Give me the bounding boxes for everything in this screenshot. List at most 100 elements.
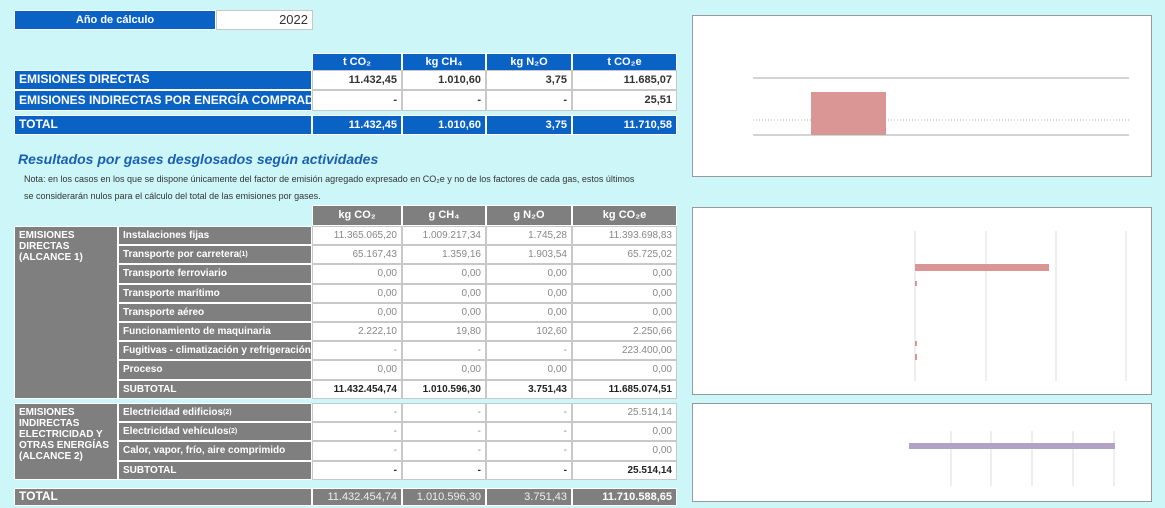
value-cell: 19,80 — [402, 322, 486, 342]
bar — [915, 341, 917, 346]
row-label: TOTAL — [14, 115, 312, 135]
bar — [909, 443, 1115, 449]
column-header: g N₂O — [486, 205, 572, 226]
value-cell: - — [402, 341, 486, 361]
column-header: kg CH₄ — [402, 53, 486, 71]
value-cell: 3,75 — [486, 115, 572, 135]
value-cell: 0,00 — [486, 302, 572, 322]
chart — [753, 77, 1129, 136]
value-cell: 0,00 — [572, 422, 677, 442]
year-label: Año de cálculo — [14, 10, 216, 30]
value-cell: - — [312, 441, 402, 461]
total-cell: 11.432.454,74 — [312, 488, 402, 506]
footnote-mark: (2) — [228, 427, 238, 435]
chart-panel — [692, 403, 1152, 502]
value-cell: 25.514,14 — [572, 460, 677, 480]
value-cell: 0,00 — [402, 264, 486, 284]
activity-label: Electricidad vehículos (2) — [118, 422, 312, 442]
column-header: t CO₂ — [312, 53, 402, 71]
value-cell: 11.365.065,20 — [312, 226, 402, 246]
group-label: EMISIONES INDIRECTAS ELECTRICIDAD Y OTRA… — [14, 403, 118, 480]
bar — [915, 354, 917, 360]
value-cell: 11.393.698,83 — [572, 226, 677, 246]
value-cell: 1.010,60 — [402, 70, 486, 90]
row-label: EMISIONES DIRECTAS — [14, 70, 312, 90]
value-cell: 1.745,28 — [486, 226, 572, 246]
value-cell: - — [486, 422, 572, 442]
column-header: kg CO₂e — [572, 205, 677, 226]
row-label: EMISIONES INDIRECTAS POR ENERGÍA COMPRAD… — [14, 90, 312, 111]
activity-label: SUBTOTAL — [118, 379, 312, 399]
activity-label: Transporte aéreo — [118, 302, 312, 322]
value-cell: 25.514,14 — [572, 403, 677, 423]
total-label: TOTAL — [14, 488, 312, 506]
value-cell: 0,00 — [312, 360, 402, 380]
chart — [914, 231, 1127, 381]
value-cell: 0,00 — [486, 264, 572, 284]
value-cell: - — [312, 460, 402, 480]
value-cell: 0,00 — [572, 360, 677, 380]
value-cell: - — [486, 460, 572, 480]
activity-label: Calor, vapor, frío, aire comprimido — [118, 441, 312, 461]
value-cell: 0,00 — [572, 283, 677, 303]
value-cell: - — [312, 422, 402, 442]
value-cell: - — [402, 90, 486, 111]
value-cell: 3.751,43 — [486, 379, 572, 399]
activity-label: Instalaciones fijas — [118, 226, 312, 246]
value-cell: 11.685.074,51 — [572, 379, 677, 399]
value-cell: 3,75 — [486, 70, 572, 90]
footnote-mark: (1) — [239, 250, 248, 258]
total-cell: 3.751,43 — [486, 488, 572, 506]
chart-panel — [692, 207, 1152, 395]
value-cell: 1.903,54 — [486, 245, 572, 265]
value-cell: 0,00 — [402, 302, 486, 322]
activity-label: Fugitivas - climatización y refrigeració… — [118, 341, 312, 361]
value-cell: - — [486, 441, 572, 461]
value-cell: 1.359,16 — [402, 245, 486, 265]
value-cell: 1.010,60 — [402, 115, 486, 135]
value-cell: 11.432,45 — [312, 70, 402, 90]
section-title: Resultados por gases desglosados según a… — [18, 151, 379, 168]
activity-label: Transporte ferroviario — [118, 264, 312, 284]
value-cell: 0,00 — [312, 264, 402, 284]
grid — [914, 231, 1127, 381]
total-cell: 1.010.596,30 — [402, 488, 486, 506]
value-cell: 11.685,07 — [572, 70, 677, 90]
value-cell: 0,00 — [486, 360, 572, 380]
value-cell: 0,00 — [312, 283, 402, 303]
value-cell: 0,00 — [572, 441, 677, 461]
value-cell: 0,00 — [486, 283, 572, 303]
total-cell: 11.710.588,65 — [572, 488, 677, 506]
value-cell: - — [402, 422, 486, 442]
chart — [909, 431, 1115, 486]
value-cell: - — [486, 403, 572, 423]
column-header: g CH₄ — [402, 205, 486, 226]
value-cell: 0,00 — [402, 360, 486, 380]
note: Nota: en los casos en los que se dispone… — [24, 174, 635, 185]
bar — [915, 264, 1049, 271]
value-cell: 223.400,00 — [572, 341, 677, 361]
value-cell: - — [486, 90, 572, 111]
value-cell: 0,00 — [572, 302, 677, 322]
value-cell: 11.432,45 — [312, 115, 402, 135]
value-cell: 102,60 — [486, 322, 572, 342]
value-cell: - — [486, 341, 572, 361]
column-header: t CO₂e — [572, 53, 677, 71]
value-cell: 1.010.596,30 — [402, 379, 486, 399]
value-cell: - — [312, 341, 402, 361]
value-cell: - — [402, 441, 486, 461]
group-label: EMISIONES DIRECTAS (ALCANCE 1) — [14, 226, 118, 399]
activity-label: Transporte por carretera (1) — [118, 245, 312, 265]
column-header: kg CO₂ — [312, 205, 402, 226]
footnote-mark: (2) — [223, 408, 232, 416]
bar — [915, 281, 917, 286]
year-value[interactable]: 2022 — [216, 10, 313, 30]
grid — [950, 431, 1115, 486]
value-cell: 25,51 — [572, 90, 677, 111]
bar — [811, 92, 886, 135]
value-cell: - — [312, 90, 402, 111]
value-cell: 11.710,58 — [572, 115, 677, 135]
value-cell: 65.167,43 — [312, 245, 402, 265]
column-header: kg N₂O — [486, 53, 572, 71]
